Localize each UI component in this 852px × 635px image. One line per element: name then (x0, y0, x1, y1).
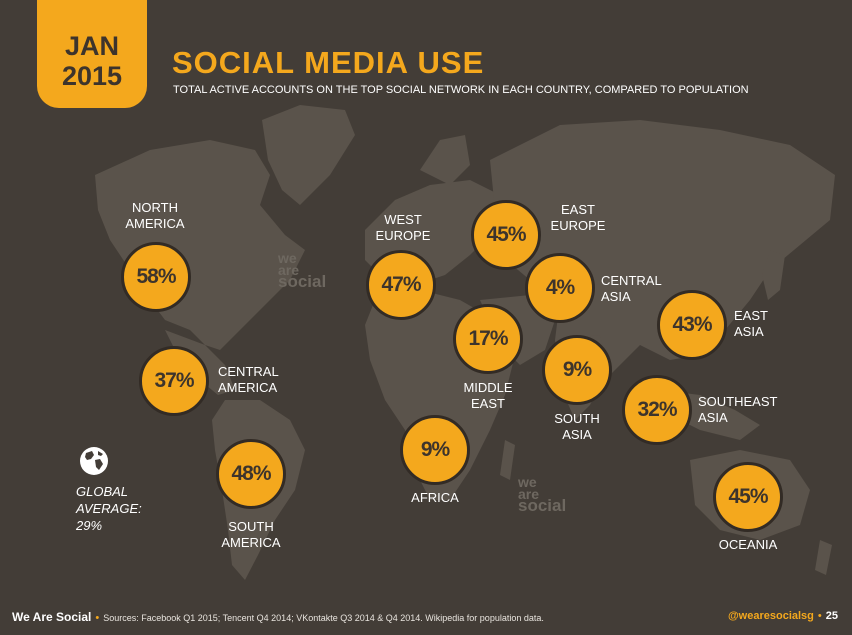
date-badge: JAN 2015 (37, 0, 147, 108)
footer-sources: We Are Social • Sources: Facebook Q1 2015;… (12, 610, 544, 624)
region-value-africa: 9% (400, 415, 470, 485)
footer-separator: • (95, 612, 100, 624)
region-label-east-europe: EAST EUROPE (550, 202, 606, 233)
page-number: 25 (825, 610, 838, 622)
region-label-central-america: CENTRAL AMERICA (218, 364, 279, 395)
region-value-southeast-asia: 32% (622, 375, 692, 445)
date-year: 2015 (61, 61, 123, 91)
global-average-label-1: GLOBAL (76, 484, 129, 499)
social-handle[interactable]: @wearesocialsg (727, 610, 814, 622)
region-label-central-asia: CENTRAL ASIA (601, 273, 662, 304)
date-month: JAN (64, 31, 119, 61)
region-label-south-america: SOUTH AMERICA (221, 519, 281, 550)
region-value-east-asia: 43% (657, 290, 727, 360)
watermark-logo: we are social (278, 250, 327, 291)
region-label-east-asia: EAST ASIA (734, 308, 768, 339)
watermark-logo: we are social (518, 474, 567, 515)
page-subtitle: TOTAL ACTIVE ACCOUNTS ON THE TOP SOCIAL … (173, 84, 749, 96)
madagascar-shape (500, 440, 515, 480)
region-value-south-america: 48% (216, 439, 286, 509)
region-value-central-america: 37% (139, 346, 209, 416)
footer-brand: We Are Social (12, 610, 92, 624)
footer-separator: • (817, 610, 822, 622)
region-value-central-asia: 4% (525, 253, 595, 323)
region-label-oceania: OCEANIA (718, 537, 778, 552)
region-value-east-europe: 45% (471, 200, 541, 270)
region-label-north-america: NORTH AMERICA (125, 200, 185, 231)
region-value-south-asia: 9% (542, 335, 612, 405)
region-label-middle-east: MIDDLE EAST (463, 380, 513, 411)
greenland-shape (262, 105, 355, 205)
region-value-middle-east: 17% (453, 304, 523, 374)
region-label-africa: AFRICA (411, 490, 459, 505)
globe-icon (80, 447, 108, 475)
new-zealand-shape (815, 540, 832, 575)
scandinavia-shape (420, 135, 470, 185)
footer-source-text: Sources: Facebook Q1 2015; Tencent Q4 20… (103, 613, 544, 623)
region-value-oceania: 45% (713, 462, 783, 532)
region-value-west-europe: 47% (366, 250, 436, 320)
global-average: GLOBAL AVERAGE: 29% (76, 483, 142, 534)
north-america-shape (95, 140, 305, 350)
region-label-west-europe: WEST EUROPE (375, 212, 431, 243)
region-label-southeast-asia: SOUTHEAST ASIA (698, 394, 778, 425)
asia-shape (490, 120, 835, 395)
japan-shape (762, 250, 785, 300)
page-title: SOCIAL MEDIA USE (172, 45, 485, 80)
global-average-value: 29% (76, 518, 103, 533)
global-average-label-2: AVERAGE: (76, 501, 142, 516)
region-value-north-america: 58% (121, 242, 191, 312)
footer-handle: @wearesocialsg • 25 (728, 610, 838, 622)
region-label-south-asia: SOUTH ASIA (554, 411, 600, 442)
